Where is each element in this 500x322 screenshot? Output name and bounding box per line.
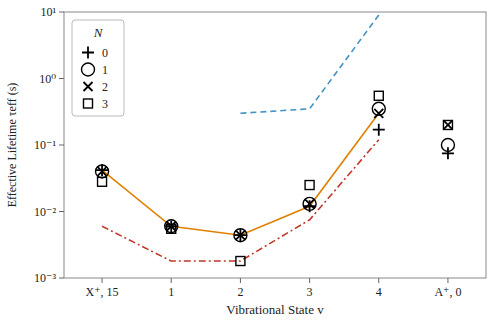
y-tick-label: 10⁻² (34, 205, 56, 219)
y-tick-label: 10¹ (40, 5, 56, 19)
point (374, 109, 383, 118)
point (305, 181, 314, 190)
plot-frame (64, 12, 486, 278)
legend-marker (82, 47, 94, 59)
point (98, 167, 107, 176)
legend-title: N (93, 25, 104, 40)
y-tick (59, 278, 64, 279)
y-tick (59, 78, 64, 79)
plot-area (96, 15, 455, 265)
legend-box (72, 20, 124, 116)
point (443, 120, 452, 129)
point (374, 91, 383, 100)
x-tick-label: 2 (237, 285, 243, 299)
y-tick (59, 145, 64, 146)
point (236, 231, 245, 240)
point (441, 139, 454, 152)
chart: X⁺, 15 1 2 3 4 A⁺, 0 10⁻³ 10⁻² 10⁻¹ 10⁰ 10¹ Vibrati… (0, 0, 500, 322)
series-line (102, 140, 379, 261)
point (165, 220, 178, 233)
axes: X⁺, 15 1 2 3 4 A⁺, 0 10⁻³ 10⁻² 10⁻¹ 10⁰ 10¹ (34, 5, 461, 299)
x-tick-label: 1 (168, 285, 174, 299)
x-tick (378, 278, 379, 283)
y-tick-label: 10⁻¹ (34, 138, 56, 152)
legend-label: 0 (102, 46, 108, 60)
point (96, 165, 109, 178)
x-tick (102, 278, 103, 283)
y-tick-label: 10⁰ (39, 72, 56, 86)
y-tick-label: 10⁻³ (34, 271, 56, 285)
point (98, 177, 107, 186)
point (236, 257, 245, 266)
legend: N 0 1 2 3 (72, 20, 124, 116)
point (303, 197, 316, 210)
y-tick (59, 12, 64, 13)
markers (96, 91, 455, 265)
x-tick-label: X⁺, 15 (86, 285, 119, 299)
x-tick (171, 278, 172, 283)
point (167, 222, 176, 231)
x-tick (309, 278, 310, 283)
point (443, 120, 452, 129)
x-tick-label: A⁺, 0 (434, 285, 461, 299)
point (234, 229, 246, 241)
series-line (102, 113, 379, 235)
y-tick (59, 211, 64, 212)
lines (102, 15, 379, 261)
legend-label: 3 (102, 97, 108, 111)
legend-label: 2 (102, 80, 108, 94)
point (167, 224, 176, 233)
x-tick (240, 278, 241, 283)
point (234, 229, 247, 242)
legend-label: 1 (102, 63, 108, 77)
x-tick (447, 278, 448, 283)
point (305, 199, 314, 208)
series-line (240, 15, 378, 113)
legend-marker (82, 63, 95, 76)
legend-marker (84, 82, 93, 91)
y-axis-label: Effective Lifetime τeff (s) (5, 83, 19, 208)
x-tick-label: 4 (376, 285, 382, 299)
x-tick-label: 3 (307, 285, 313, 299)
legend-marker (84, 99, 93, 108)
point (373, 124, 385, 136)
x-axis-label: Vibrational State v (226, 302, 324, 317)
